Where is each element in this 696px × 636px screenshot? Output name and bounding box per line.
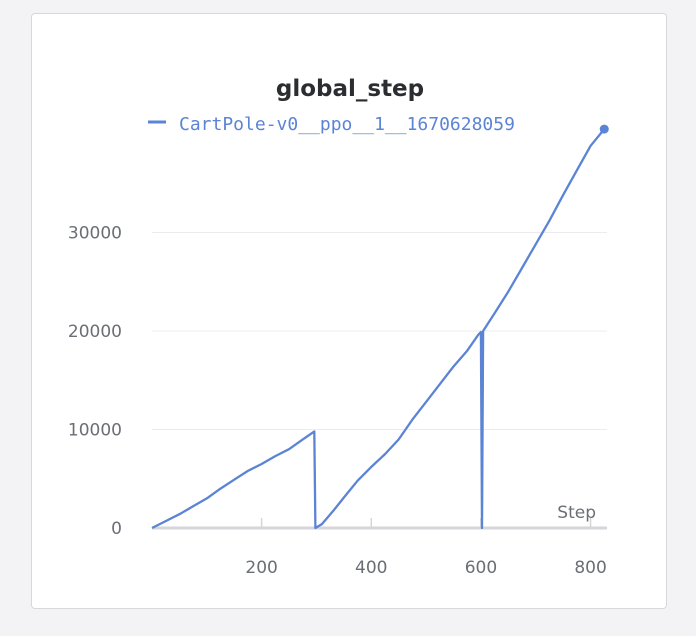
x-tick-label: 400 bbox=[355, 558, 387, 578]
data-point bbox=[343, 496, 345, 498]
data-point bbox=[274, 455, 276, 457]
data-point bbox=[481, 527, 483, 529]
data-point bbox=[332, 510, 334, 512]
data-point bbox=[576, 169, 578, 171]
data-point bbox=[357, 480, 359, 482]
grid-lines bbox=[152, 232, 607, 430]
data-point bbox=[314, 527, 316, 529]
data-point bbox=[151, 527, 153, 529]
data-point bbox=[494, 312, 496, 314]
data-point bbox=[302, 438, 304, 440]
data-point bbox=[165, 520, 167, 522]
data-point bbox=[321, 523, 323, 525]
data-point bbox=[411, 419, 413, 421]
data-point bbox=[439, 383, 441, 385]
data-point bbox=[178, 513, 180, 515]
x-tick-label: 600 bbox=[465, 558, 497, 578]
data-point bbox=[233, 479, 235, 481]
data-point bbox=[206, 497, 208, 499]
data-point bbox=[370, 466, 372, 468]
data-point bbox=[466, 350, 468, 352]
data-point bbox=[398, 438, 400, 440]
data-point bbox=[590, 145, 592, 147]
line-chart: global_step CartPole-v0__ppo__1__1670628… bbox=[68, 76, 609, 578]
data-point bbox=[535, 243, 537, 245]
data-point bbox=[288, 448, 290, 450]
series-line bbox=[151, 128, 606, 530]
chart-title: global_step bbox=[276, 76, 424, 102]
y-tick-label: 20000 bbox=[68, 322, 122, 342]
x-axis-label: Step bbox=[557, 503, 596, 523]
data-point bbox=[562, 194, 564, 196]
series-end-marker bbox=[599, 124, 609, 134]
legend-label: CartPole-v0__ppo__1__1670628059 bbox=[179, 114, 515, 135]
y-tick-label: 30000 bbox=[68, 224, 122, 244]
data-point bbox=[192, 505, 194, 507]
data-point bbox=[384, 453, 386, 455]
data-point bbox=[507, 291, 509, 293]
data-point bbox=[220, 488, 222, 490]
series-layer bbox=[151, 124, 609, 530]
data-point bbox=[247, 470, 249, 472]
y-tick-label: 10000 bbox=[68, 421, 122, 441]
x-tick-label: 800 bbox=[574, 558, 606, 578]
chart-panel: global_step CartPole-v0__ppo__1__1670628… bbox=[31, 13, 667, 609]
data-point bbox=[482, 330, 484, 332]
axes: 0 10000 20000 30000 200 400 600 800 Step bbox=[68, 224, 607, 578]
data-point bbox=[261, 463, 263, 465]
y-tick-label: 0 bbox=[111, 519, 122, 539]
data-point bbox=[453, 365, 455, 367]
data-point bbox=[477, 334, 479, 336]
data-point bbox=[313, 430, 315, 432]
data-point bbox=[425, 401, 427, 403]
data-point bbox=[548, 220, 550, 222]
data-point bbox=[480, 331, 482, 333]
x-tick-label: 200 bbox=[245, 558, 277, 578]
data-point bbox=[521, 267, 523, 269]
legend[interactable]: CartPole-v0__ppo__1__1670628059 bbox=[148, 114, 515, 135]
